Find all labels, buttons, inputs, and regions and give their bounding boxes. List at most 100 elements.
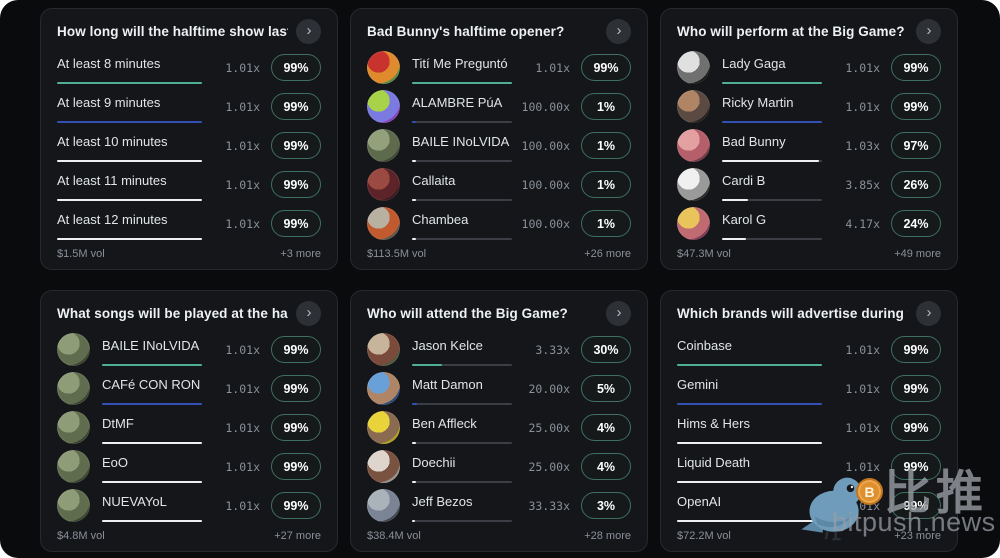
outcome-percent-pill[interactable]: 99% xyxy=(891,336,941,363)
outcome-main: At least 8 minutes xyxy=(57,48,202,87)
outcome-percent-pill[interactable]: 1% xyxy=(581,210,631,237)
outcome-row[interactable]: CAFé CON RON 1.01x 99% xyxy=(57,369,321,408)
outcome-percent-pill[interactable]: 99% xyxy=(891,375,941,402)
outcome-avatar xyxy=(367,207,400,240)
outcome-row[interactable]: Ben Affleck 25.00x 4% xyxy=(367,408,631,447)
outcome-percent-pill[interactable]: 99% xyxy=(581,54,631,81)
open-market-button[interactable]: › xyxy=(606,19,631,44)
more-count-label: +3 more xyxy=(280,248,321,260)
outcome-row[interactable]: Callaita 100.00x 1% xyxy=(367,165,631,204)
open-market-button[interactable]: › xyxy=(916,301,941,326)
outcome-percent-pill[interactable]: 97% xyxy=(891,132,941,159)
outcome-percent-pill[interactable]: 99% xyxy=(891,453,941,480)
outcome-percent-pill[interactable]: 26% xyxy=(891,171,941,198)
outcome-percent-pill[interactable]: 3% xyxy=(581,492,631,519)
outcome-percent-pill[interactable]: 99% xyxy=(271,171,321,198)
outcome-progress-bar xyxy=(722,82,822,84)
outcome-row[interactable]: Chambea 100.00x 1% xyxy=(367,204,631,243)
outcome-row[interactable]: Tití Me Preguntó 1.01x 99% xyxy=(367,48,631,87)
outcome-percent-pill[interactable]: 30% xyxy=(581,336,631,363)
outcome-avatar xyxy=(367,129,400,162)
outcome-percent-pill[interactable]: 99% xyxy=(271,453,321,480)
outcome-row[interactable]: Ricky Martin 1.01x 99% xyxy=(677,87,941,126)
outcome-progress-fill xyxy=(412,238,416,240)
outcome-row[interactable]: Jeff Bezos 33.33x 3% xyxy=(367,486,631,525)
outcome-percent-pill[interactable]: 5% xyxy=(581,375,631,402)
outcome-percent-pill[interactable]: 1% xyxy=(581,132,631,159)
open-market-button[interactable]: › xyxy=(916,19,941,44)
outcome-percent-pill[interactable]: 99% xyxy=(891,492,941,519)
outcome-row[interactable]: At least 12 minutes 1.01x 99% xyxy=(57,204,321,243)
outcome-progress-bar xyxy=(102,403,202,405)
outcome-row[interactable]: At least 11 minutes 1.01x 99% xyxy=(57,165,321,204)
outcome-row[interactable]: Gemini 1.01x 99% xyxy=(677,369,941,408)
outcome-multiplier: 1.01x xyxy=(845,420,880,435)
outcome-percent-pill[interactable]: 99% xyxy=(271,375,321,402)
outcome-main: CAFé CON RON xyxy=(102,369,202,408)
volume-label: $38.4M vol xyxy=(367,530,421,542)
outcome-percent-pill[interactable]: 4% xyxy=(581,414,631,441)
outcome-multiplier: 1.01x xyxy=(225,498,260,513)
outcome-label: Jeff Bezos xyxy=(412,494,473,509)
outcome-multiplier: 1.01x xyxy=(225,216,260,231)
outcome-multiplier: 25.00x xyxy=(528,420,570,435)
outcome-row[interactable]: EoO 1.01x 99% xyxy=(57,447,321,486)
outcome-progress-bar xyxy=(412,520,512,522)
open-market-button[interactable]: › xyxy=(296,301,321,326)
market-card-header: Which brands will advertise during the..… xyxy=(677,300,941,327)
outcome-multiplier: 1.01x xyxy=(845,60,880,75)
outcome-progress-fill xyxy=(57,121,202,123)
outcome-percent-pill[interactable]: 24% xyxy=(891,210,941,237)
outcome-row[interactable]: At least 10 minutes 1.01x 99% xyxy=(57,126,321,165)
open-market-button[interactable]: › xyxy=(606,301,631,326)
outcome-percent-pill[interactable]: 1% xyxy=(581,93,631,120)
outcome-row[interactable]: DtMF 1.01x 99% xyxy=(57,408,321,447)
chevron-right-icon: › xyxy=(616,304,622,321)
outcome-percent-pill[interactable]: 99% xyxy=(271,210,321,237)
outcome-multiplier: 3.33x xyxy=(535,342,570,357)
outcome-row[interactable]: BAILE INoLVIDA... 100.00x 1% xyxy=(367,126,631,165)
outcome-row[interactable]: Cardi B 3.85x 26% xyxy=(677,165,941,204)
outcome-row[interactable]: Coinbase 1.01x 99% xyxy=(677,330,941,369)
outcome-percent-pill[interactable]: 99% xyxy=(891,93,941,120)
outcome-row[interactable]: Jason Kelce 3.33x 30% xyxy=(367,330,631,369)
outcome-percent-pill[interactable]: 99% xyxy=(271,414,321,441)
outcome-main: Ricky Martin xyxy=(722,87,822,126)
outcome-row[interactable]: Lady Gaga 1.01x 99% xyxy=(677,48,941,87)
outcome-row[interactable]: At least 8 minutes 1.01x 99% xyxy=(57,48,321,87)
volume-label: $113.5M vol xyxy=(367,248,427,260)
outcome-progress-fill xyxy=(102,442,202,444)
outcome-percent-pill[interactable]: 1% xyxy=(581,171,631,198)
outcome-percent-pill[interactable]: 4% xyxy=(581,453,631,480)
outcome-row[interactable]: Hims & Hers 1.01x 99% xyxy=(677,408,941,447)
outcome-multiplier: 33.33x xyxy=(528,498,570,513)
outcome-percent-pill[interactable]: 99% xyxy=(271,54,321,81)
outcome-percent-pill[interactable]: 99% xyxy=(891,414,941,441)
open-market-button[interactable]: › xyxy=(296,19,321,44)
outcome-progress-bar xyxy=(57,121,202,123)
outcome-avatar xyxy=(367,90,400,123)
outcome-avatar xyxy=(677,168,710,201)
outcome-row[interactable]: At least 9 minutes 1.01x 99% xyxy=(57,87,321,126)
outcome-percent-pill[interactable]: 99% xyxy=(271,336,321,363)
outcome-row[interactable]: NUEVAYoL 1.01x 99% xyxy=(57,486,321,525)
outcome-percent-pill[interactable]: 99% xyxy=(271,492,321,519)
outcome-row[interactable]: OpenAI 1.01x 99% xyxy=(677,486,941,525)
outcome-percent-pill[interactable]: 99% xyxy=(891,54,941,81)
outcome-main: At least 9 minutes xyxy=(57,87,202,126)
outcome-row[interactable]: Bad Bunny 1.03x 97% xyxy=(677,126,941,165)
outcome-multiplier: 1.01x xyxy=(225,420,260,435)
outcome-progress-bar xyxy=(57,199,202,201)
outcome-avatar xyxy=(367,411,400,444)
outcome-progress-fill xyxy=(677,481,822,483)
outcome-percent-pill[interactable]: 99% xyxy=(271,93,321,120)
outcome-row[interactable]: Liquid Death 1.01x 99% xyxy=(677,447,941,486)
outcome-row[interactable]: Karol G 4.17x 24% xyxy=(677,204,941,243)
outcome-row[interactable]: BAILE INoLVIDABLE 1.01x 99% xyxy=(57,330,321,369)
volume-label: $4.8M vol xyxy=(57,530,105,542)
outcome-row[interactable]: ALAMBRE PúA 100.00x 1% xyxy=(367,87,631,126)
outcome-row[interactable]: Matt Damon 20.00x 5% xyxy=(367,369,631,408)
outcome-row[interactable]: Doechii 25.00x 4% xyxy=(367,447,631,486)
outcome-percent-pill[interactable]: 99% xyxy=(271,132,321,159)
outcome-label: OpenAI xyxy=(677,494,722,509)
